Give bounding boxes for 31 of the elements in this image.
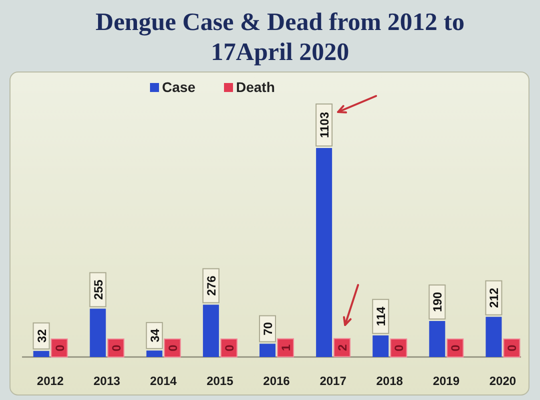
data-label: 0 [505,344,520,352]
data-label: 1103 [318,112,332,138]
data-label: 34 [148,328,162,342]
data-label: 0 [109,344,124,352]
data-label: 0 [222,344,236,352]
x-tick-label: 2020 [489,374,516,388]
data-label: 32 [34,328,49,343]
data-label: 0 [166,344,180,352]
data-label: 0 [448,344,463,352]
data-label: 114 [374,306,388,326]
data-label: 2 [336,344,350,351]
data-label: 276 [204,275,218,296]
x-tick-label: 2015 [206,374,234,388]
data-label: 1 [279,344,293,352]
x-tick-label: 2012 [36,374,64,388]
chart-title: Dengue Case & Dead from 2012 to 17April 2020 [96,9,464,66]
data-label: 212 [487,288,502,308]
data-label: 70 [261,322,275,336]
data-label: 255 [91,279,106,300]
x-tick-label: 2019 [432,374,460,388]
x-tick-label: 2016 [263,374,290,388]
x-tick-label: 2017 [320,374,347,388]
data-label: 0 [52,344,67,352]
x-tick-label: 2018 [376,374,404,388]
x-tick-label: 2014 [150,374,178,388]
legend-label: Death [236,79,275,95]
legend-label: Case [162,79,196,95]
x-tick-label: 2013 [93,374,121,388]
bar [316,148,332,357]
data-label: 190 [430,292,445,312]
data-label: 0 [392,344,406,352]
